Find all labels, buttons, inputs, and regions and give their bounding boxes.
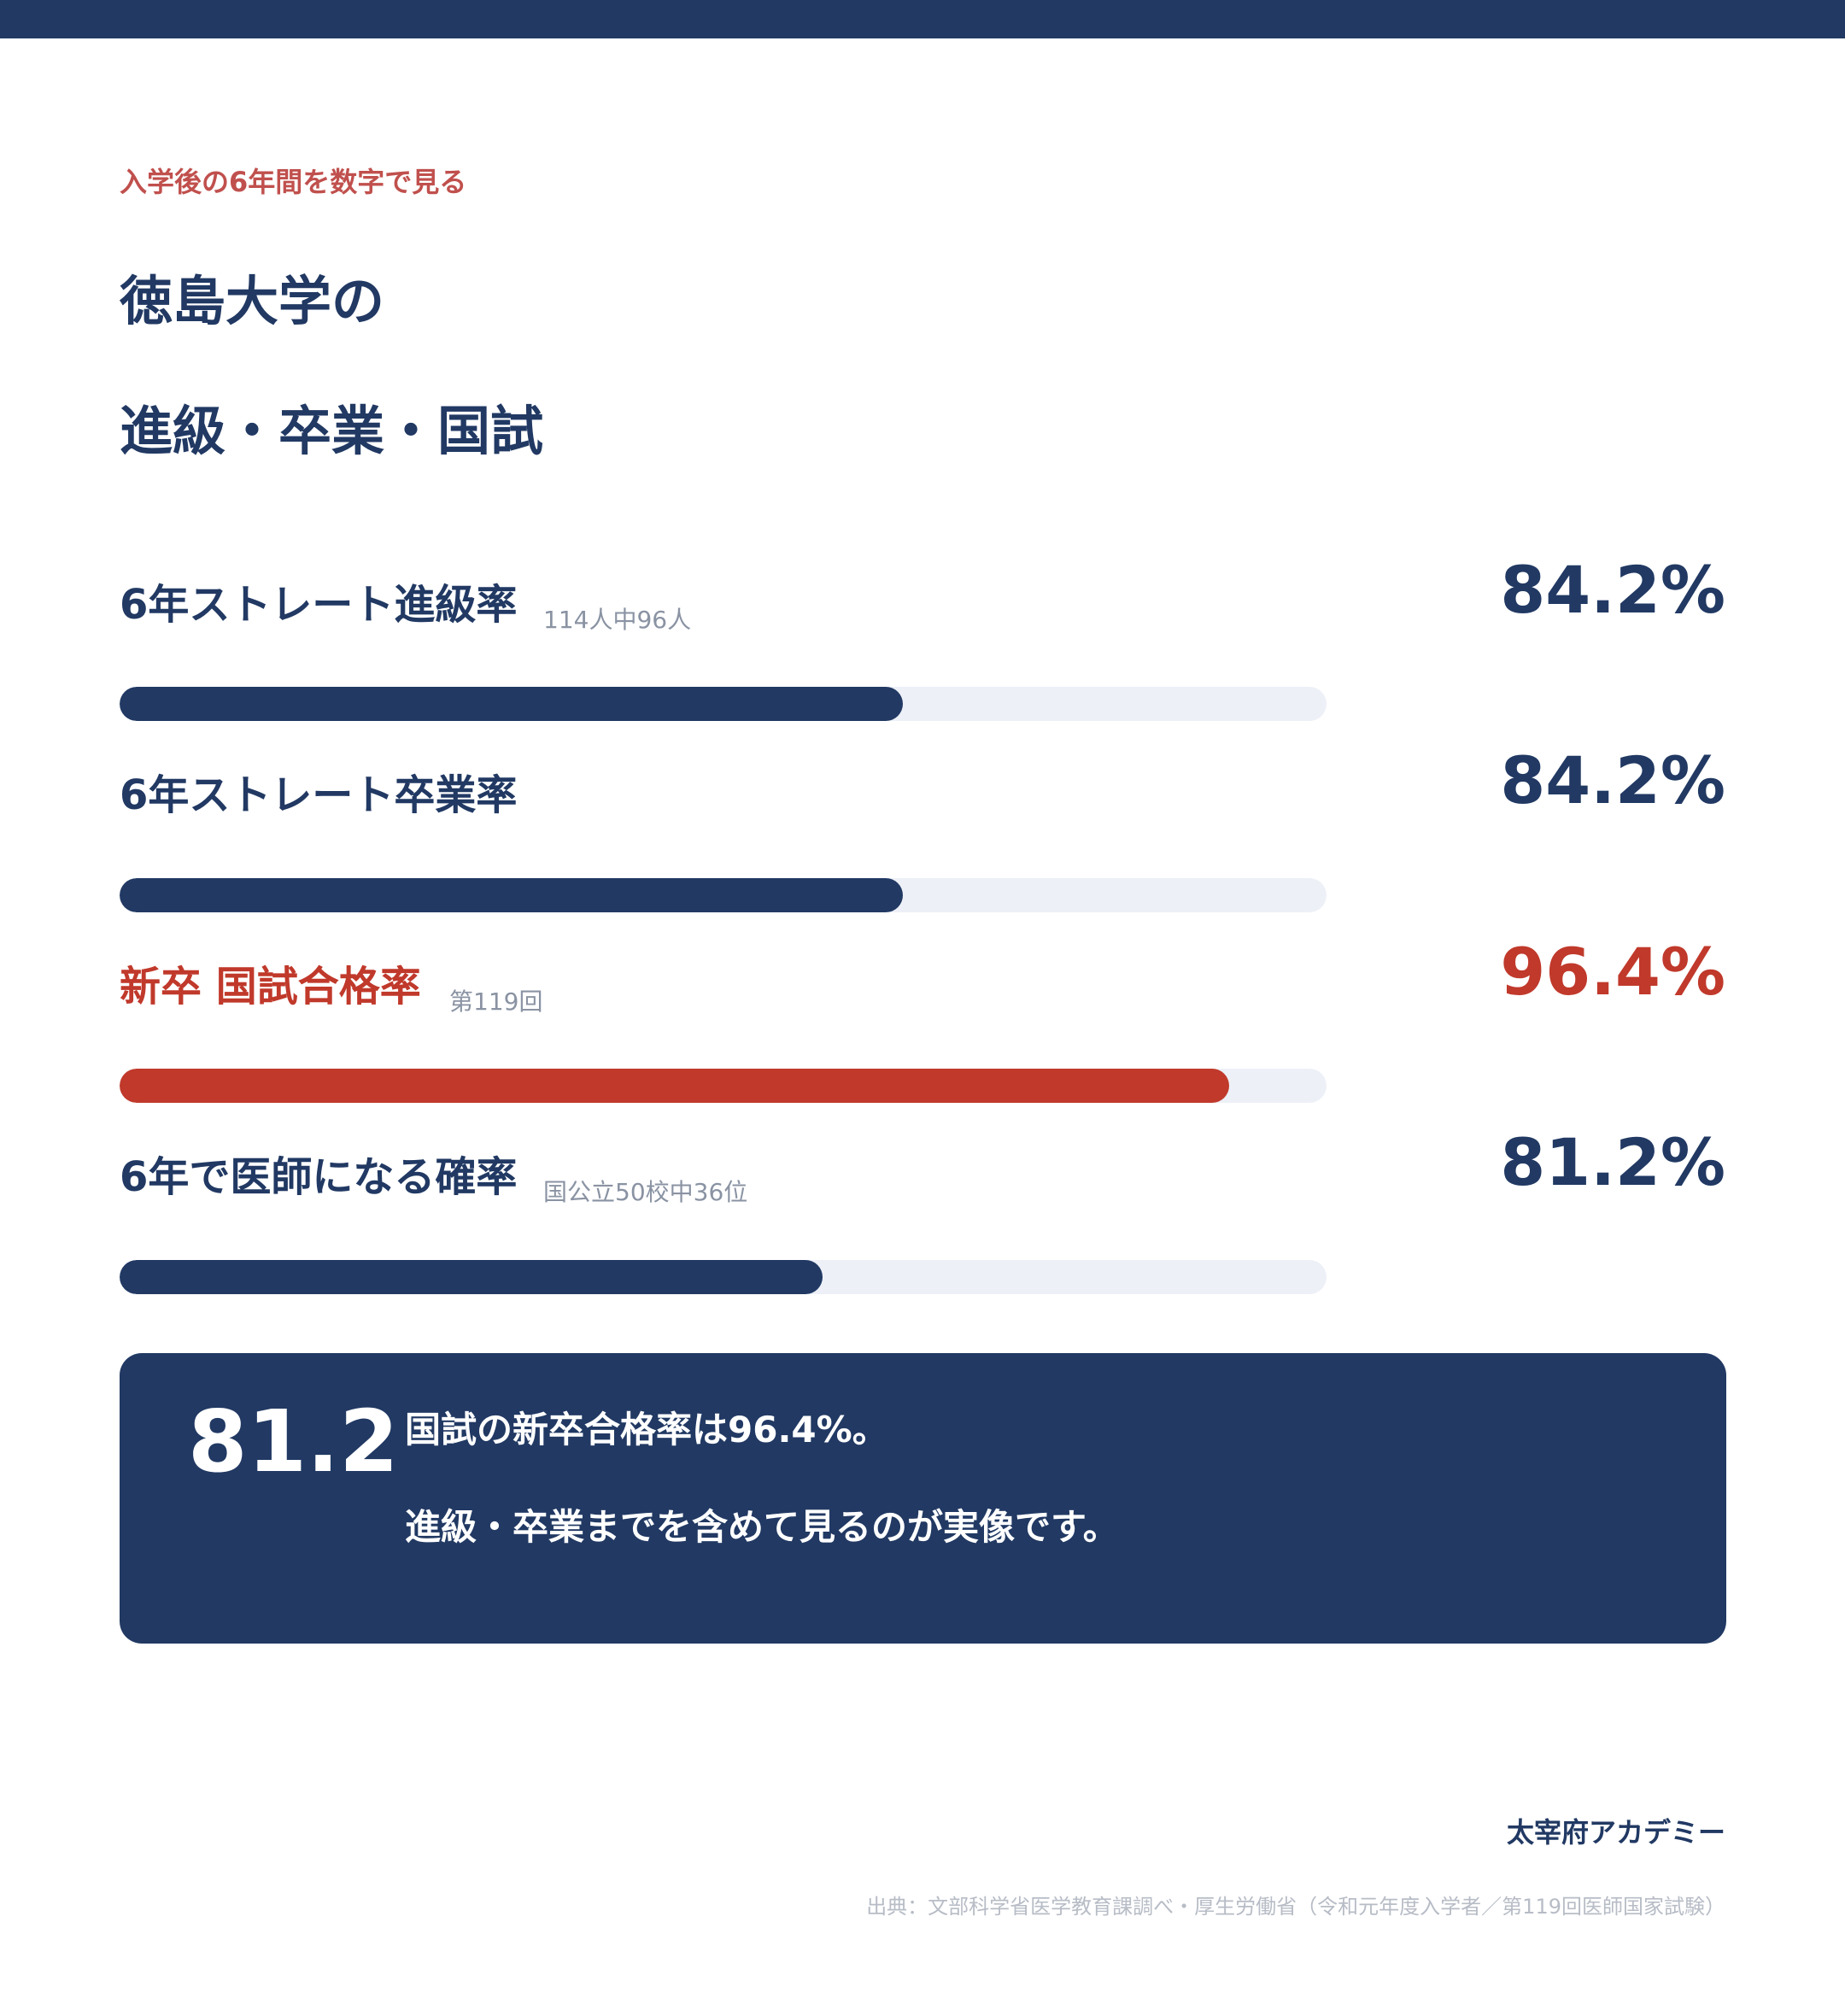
metric-note: 第119回: [449, 987, 543, 1016]
metric-label: 6年ストレート卒業率: [120, 771, 518, 819]
metric-value-label: 84.2%: [1500, 552, 1725, 628]
callout-line-1: 国試の新卒合格率は96.4%。: [405, 1409, 888, 1450]
bar-track: [120, 878, 1327, 912]
eyebrow-label: 入学後の6年間を数字で見る: [120, 166, 467, 198]
metric-label: 新卒 国試合格率: [120, 963, 421, 1011]
bar-fill: [120, 1260, 823, 1294]
callout-number: 81.2: [188, 1392, 399, 1491]
metric-note: 国公立50校中36位: [543, 1178, 748, 1206]
metric-value-label: 81.2%: [1500, 1124, 1725, 1200]
source-note: 出典：文部科学省医学教育課調べ・厚生労働省（令和元年度入学者／第119回医師国家…: [866, 1895, 1725, 1919]
bar-track: [120, 1260, 1327, 1294]
bar-fill: [120, 878, 903, 912]
metric-note: 114人中96人: [543, 606, 692, 634]
callout-line-2: 進級・卒業までを含めて見るのが実像です。: [405, 1506, 1119, 1548]
bar-fill: [120, 687, 903, 721]
brand-name: 太宰府アカデミー: [1506, 1816, 1725, 1849]
page-title-line-1: 徳島大学の: [120, 270, 385, 332]
metric-label: 6年で医師になる確率: [120, 1153, 518, 1201]
top-accent-bar: [0, 0, 1845, 38]
bar-track: [120, 687, 1327, 721]
metric-value-label: 96.4%: [1500, 934, 1725, 1010]
metric-value-label: 84.2%: [1500, 742, 1725, 818]
metric-label: 6年ストレート進級率: [120, 581, 518, 629]
page-title-line-2: 進級・卒業・国試: [120, 400, 544, 462]
bar-track: [120, 1069, 1327, 1103]
bar-fill: [120, 1069, 1229, 1103]
summary-callout: 81.2 国試の新卒合格率は96.4%。 進級・卒業までを含めて見るのが実像です…: [120, 1353, 1726, 1644]
